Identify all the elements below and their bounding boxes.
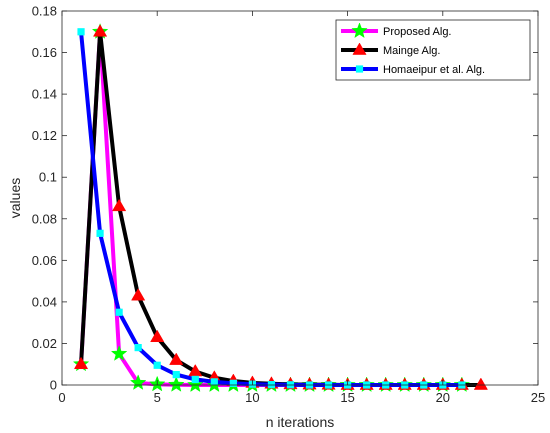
legend-label: Proposed Alg. bbox=[383, 26, 452, 38]
data-point bbox=[77, 28, 85, 36]
data-point bbox=[129, 374, 147, 390]
y-tick-label: 0.12 bbox=[32, 128, 57, 143]
data-point bbox=[167, 376, 185, 392]
x-tick-label: 20 bbox=[436, 390, 450, 405]
data-point bbox=[96, 229, 104, 237]
y-tick-label: 0.18 bbox=[32, 4, 57, 19]
data-point bbox=[172, 371, 180, 379]
y-tick-label: 0.08 bbox=[32, 211, 57, 226]
data-point bbox=[73, 356, 89, 370]
data-point bbox=[92, 24, 108, 37]
data-point bbox=[267, 380, 276, 389]
data-point bbox=[229, 379, 237, 387]
legend-item: Mainge Alg. bbox=[341, 42, 440, 57]
y-tick-label: 0.04 bbox=[32, 294, 57, 309]
legend-label: Mainge Alg. bbox=[383, 45, 440, 57]
legend-item: Homaeipur et al. Alg. bbox=[341, 64, 485, 76]
data-point bbox=[169, 352, 184, 365]
x-tick-label: 0 bbox=[58, 390, 65, 405]
data-point bbox=[150, 329, 165, 343]
y-tick-label: 0.14 bbox=[32, 87, 57, 102]
data-point bbox=[110, 345, 128, 361]
data-point bbox=[191, 375, 199, 383]
data-point bbox=[131, 288, 146, 301]
data-point bbox=[187, 376, 204, 393]
data-point bbox=[473, 377, 488, 390]
data-point bbox=[134, 344, 142, 352]
data-point bbox=[112, 198, 127, 212]
legend-marker bbox=[355, 65, 364, 73]
legend-label: Homaeipur et al. Alg. bbox=[383, 64, 485, 76]
x-tick-label: 15 bbox=[340, 390, 354, 405]
y-axis-title: values bbox=[7, 178, 23, 218]
legend-item: Proposed Alg. bbox=[341, 22, 452, 39]
x-tick-label: 10 bbox=[245, 390, 259, 405]
legend: Proposed Alg. Mainge Alg. Homaeipur et al.… bbox=[335, 19, 531, 81]
legend-marker bbox=[352, 42, 367, 55]
data-point bbox=[210, 378, 218, 386]
y-tick-label: 0.06 bbox=[32, 253, 57, 268]
y-tick-label: 0.16 bbox=[32, 45, 57, 60]
data-point bbox=[115, 308, 123, 316]
x-tick-label: 5 bbox=[154, 390, 161, 405]
legend-marker bbox=[351, 22, 368, 39]
tick-layer: 0 5 10 15 20 25 0 0.02 0.04 0.06 0.08 0.1 0.12 0.14 0.… bbox=[32, 4, 546, 406]
y-tick-label: 0 bbox=[50, 378, 57, 393]
y-tick-label: 0.02 bbox=[32, 336, 57, 351]
x-tick-label: 25 bbox=[531, 390, 545, 405]
data-point bbox=[153, 361, 161, 369]
y-tick-label: 0.1 bbox=[39, 170, 57, 185]
plot-frame bbox=[61, 10, 539, 386]
x-axis-title: n iterations bbox=[266, 414, 334, 430]
